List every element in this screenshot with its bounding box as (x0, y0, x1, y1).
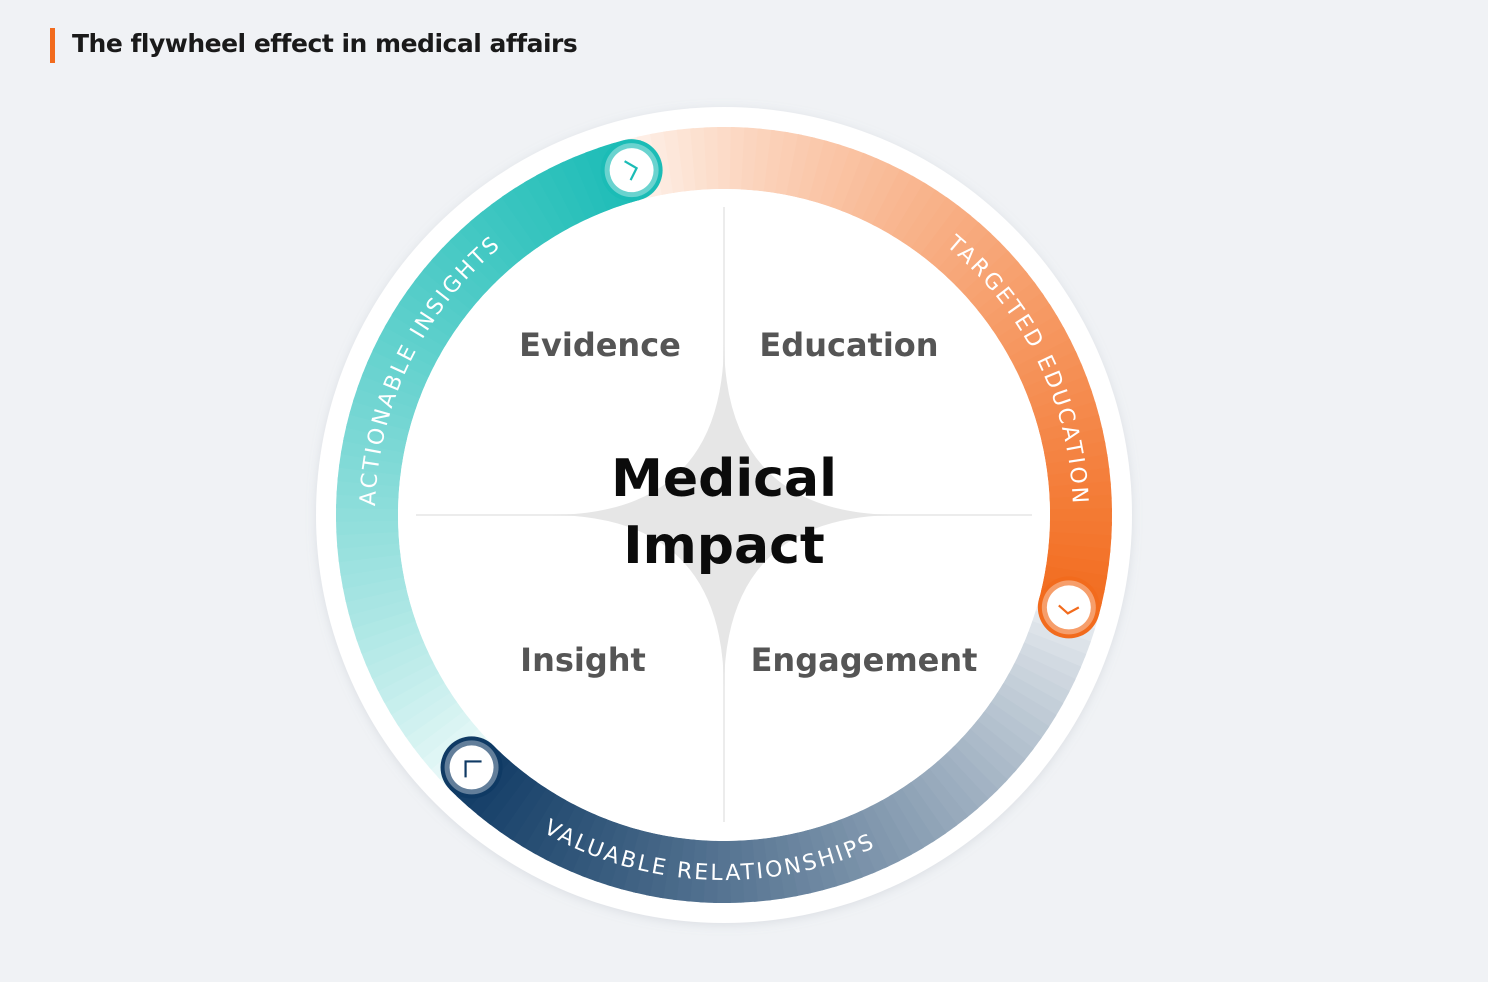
center-title-line1: Medical (611, 449, 837, 509)
knob-inner (449, 745, 494, 790)
chevron-right-icon (624, 160, 639, 181)
page-title: The flywheel effect in medical affairs (72, 29, 578, 58)
center-title-line2: Impact (623, 516, 825, 576)
quadrant-engagement: Engagement (751, 641, 978, 679)
quadrant-insight: Insight (520, 641, 646, 679)
knob-inner (1046, 585, 1091, 630)
ring-arc-3 (449, 599, 1099, 903)
corner-icon (464, 760, 482, 778)
ring-knob-2 (1037, 576, 1100, 639)
quadrant-education: Education (759, 326, 938, 364)
knob-inner (609, 148, 654, 193)
ring-knob-3 (440, 736, 503, 799)
star-shape (549, 340, 899, 690)
chevron-down-icon (1058, 604, 1080, 615)
quadrant-evidence: Evidence (519, 326, 681, 364)
title-accent-bar (50, 28, 55, 63)
ring-knob-1 (600, 139, 663, 202)
